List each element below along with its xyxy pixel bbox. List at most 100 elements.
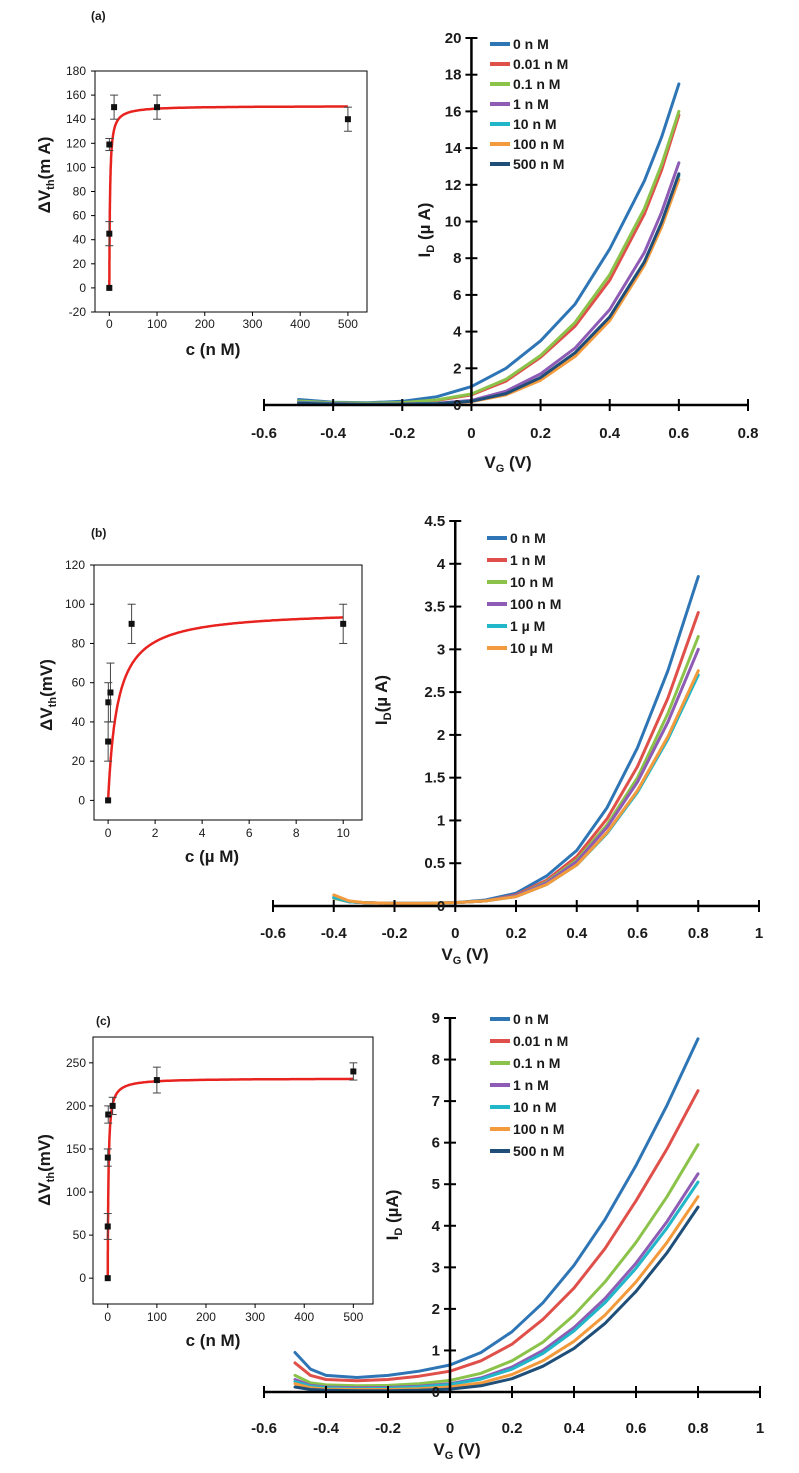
x-tick-label: -0.6 (251, 425, 277, 442)
inset-x-tick-label: 0 (105, 826, 112, 840)
series-line (293, 1180, 700, 1391)
y-axis-title-main: I (372, 720, 391, 725)
main-plot: -0.6 -0.4 -0.2 0 0.2 0.4 0.6 0.8 0 2 4 6 8 10 12 14 16 18… (251, 30, 758, 475)
inset-frame (92, 1036, 374, 1305)
inset-plot: 0 100 200 300 400 500 0 50 100 150 200 250 c (n M) ΔV… (35, 1036, 374, 1350)
inset-x-tick-label: 6 (246, 826, 253, 840)
data-point (340, 620, 347, 627)
y-tick-label: 3 (432, 1259, 440, 1276)
legend-label: 1 n M (513, 1077, 549, 1093)
y-axis-title-sub: D (382, 712, 394, 720)
x-axis-title-unit: (V) (504, 453, 531, 472)
inset-y-tick-label: 120 (65, 558, 85, 572)
inset-y-tick-label: 40 (72, 715, 86, 729)
inset-x-tick-label: 2 (152, 826, 159, 840)
data-point (111, 104, 118, 111)
inset-plot: 0 100 200 300 400 500 -20 0 20 40 60 80 100 120 140 160… (35, 64, 368, 359)
data-point (105, 797, 112, 804)
inset-x-axis-title: c (n M) (186, 340, 241, 359)
x-tick-label: -0.6 (260, 925, 286, 942)
data-point (104, 1275, 111, 1282)
inset-y-axis-title-unit: (mV) (37, 659, 56, 697)
y-tick-label: 18 (445, 67, 462, 84)
inset-x-tick-label: 500 (343, 1310, 363, 1324)
data-point (105, 738, 112, 745)
legend-label: 1 n M (510, 552, 546, 568)
main-plot: -0.6 -0.4 -0.2 0 0.2 0.4 0.6 0.8 1 0 1 2 3 4 5 6 7 8 9 VG (… (251, 1010, 764, 1462)
inset-x-axis-title: c (n M) (186, 1331, 241, 1350)
inset-y-tick-label: 120 (66, 136, 86, 150)
series-line (332, 611, 700, 905)
inset-x-tick-label: 500 (338, 317, 358, 331)
legend: 0 n M 0.01 n M 0.1 n M 1 n M 10 n M 100 n M 50… (490, 36, 568, 172)
inset-y-tick-label: 80 (73, 185, 87, 199)
x-tick-label: 0.6 (627, 925, 648, 942)
x-axis-title: VG (V) (484, 453, 531, 475)
inset-x-tick-label: 10 (337, 826, 351, 840)
x-axis-title-sub: G (453, 955, 462, 967)
y-tick-label: 4 (432, 1218, 441, 1235)
y-axis-title-sub: D (393, 1228, 405, 1236)
data-point (106, 284, 113, 291)
inset-y-tick-label: 140 (66, 112, 86, 126)
inset-y-tick-label: 150 (66, 1142, 86, 1156)
y-axis-title-unit: (µ A) (372, 675, 391, 713)
data-point (153, 1077, 160, 1084)
y-tick-label: 8 (453, 250, 461, 267)
y-tick-label: 12 (445, 177, 462, 194)
x-tick-label: 0.8 (738, 425, 759, 442)
series-line (293, 1143, 700, 1388)
y-tick-label: 0 (437, 898, 445, 915)
inset-x-tick-label: 0 (104, 1310, 111, 1324)
inset-y-tick-label: 250 (66, 1056, 86, 1070)
x-tick-label: -0.2 (382, 925, 408, 942)
legend-label: 0 n M (513, 1011, 549, 1027)
legend: 0 n M 0.01 n M 0.1 n M 1 n M 10 n M 100 n M 50… (490, 1011, 568, 1159)
x-tick-label: -0.4 (313, 1420, 340, 1437)
x-tick-label: -0.2 (389, 425, 415, 442)
legend-label: 100 n M (510, 596, 561, 612)
inset-y-axis-title-main: ΔV (37, 707, 56, 731)
y-tick-label: 20 (445, 30, 462, 47)
x-tick-label: -0.2 (375, 1420, 401, 1437)
legend-label: 1 µ M (510, 618, 545, 634)
inset-y-axis-title-unit: (m A) (35, 137, 54, 180)
x-tick-label: 0.4 (599, 425, 621, 442)
x-tick-label: 0.2 (506, 925, 527, 942)
y-tick-label: 16 (445, 103, 462, 120)
inset-y-axis-title-unit: (mV) (35, 1134, 54, 1172)
series-line (293, 1205, 700, 1393)
inset-y-tick-label: 50 (73, 1228, 87, 1242)
y-axis-title: ID (µA) (383, 1190, 405, 1241)
y-axis-title-unit: (µ A) (415, 203, 434, 245)
legend: 0 n M 1 n M 10 n M 100 n M 1 µ M 10 µ M (487, 530, 561, 656)
y-tick-label: 1.5 (424, 770, 445, 787)
inset-x-tick-label: 400 (290, 317, 310, 331)
panel-1: (a) -0.6 -0.4 -0.2 0 0.2 0.4 0.6 0.8 0 2 4 6 8 10 12 14 1… (35, 9, 758, 475)
series-line (297, 161, 681, 406)
y-tick-label: 0 (453, 397, 461, 414)
inset-y-tick-label: 200 (66, 1099, 86, 1113)
inset-y-tick-label: 0 (78, 793, 85, 807)
legend-label: 1 n M (513, 96, 549, 112)
y-tick-label: 10 (445, 214, 462, 231)
data-point (344, 116, 351, 123)
y-tick-label: 1 (437, 812, 445, 829)
legend-label: 10 n M (513, 116, 557, 132)
series-line (293, 1089, 700, 1383)
inset-y-tick-label: 100 (66, 1185, 86, 1199)
data-point (104, 1154, 111, 1161)
y-axis-title-sub: D (425, 245, 437, 253)
legend-label: 10 µ M (510, 640, 553, 656)
y-tick-label: 4 (453, 324, 462, 341)
inset-frame (93, 564, 363, 821)
x-tick-label: 1 (756, 1420, 764, 1437)
x-tick-label: 0.4 (566, 925, 588, 942)
inset-y-tick-label: 60 (72, 676, 86, 690)
y-tick-label: 0 (432, 1384, 440, 1401)
x-axis-title-sub: G (496, 463, 505, 475)
y-tick-label: 3.5 (424, 599, 445, 616)
legend-label: 0 n M (510, 530, 546, 546)
y-tick-label: 3 (437, 641, 445, 658)
